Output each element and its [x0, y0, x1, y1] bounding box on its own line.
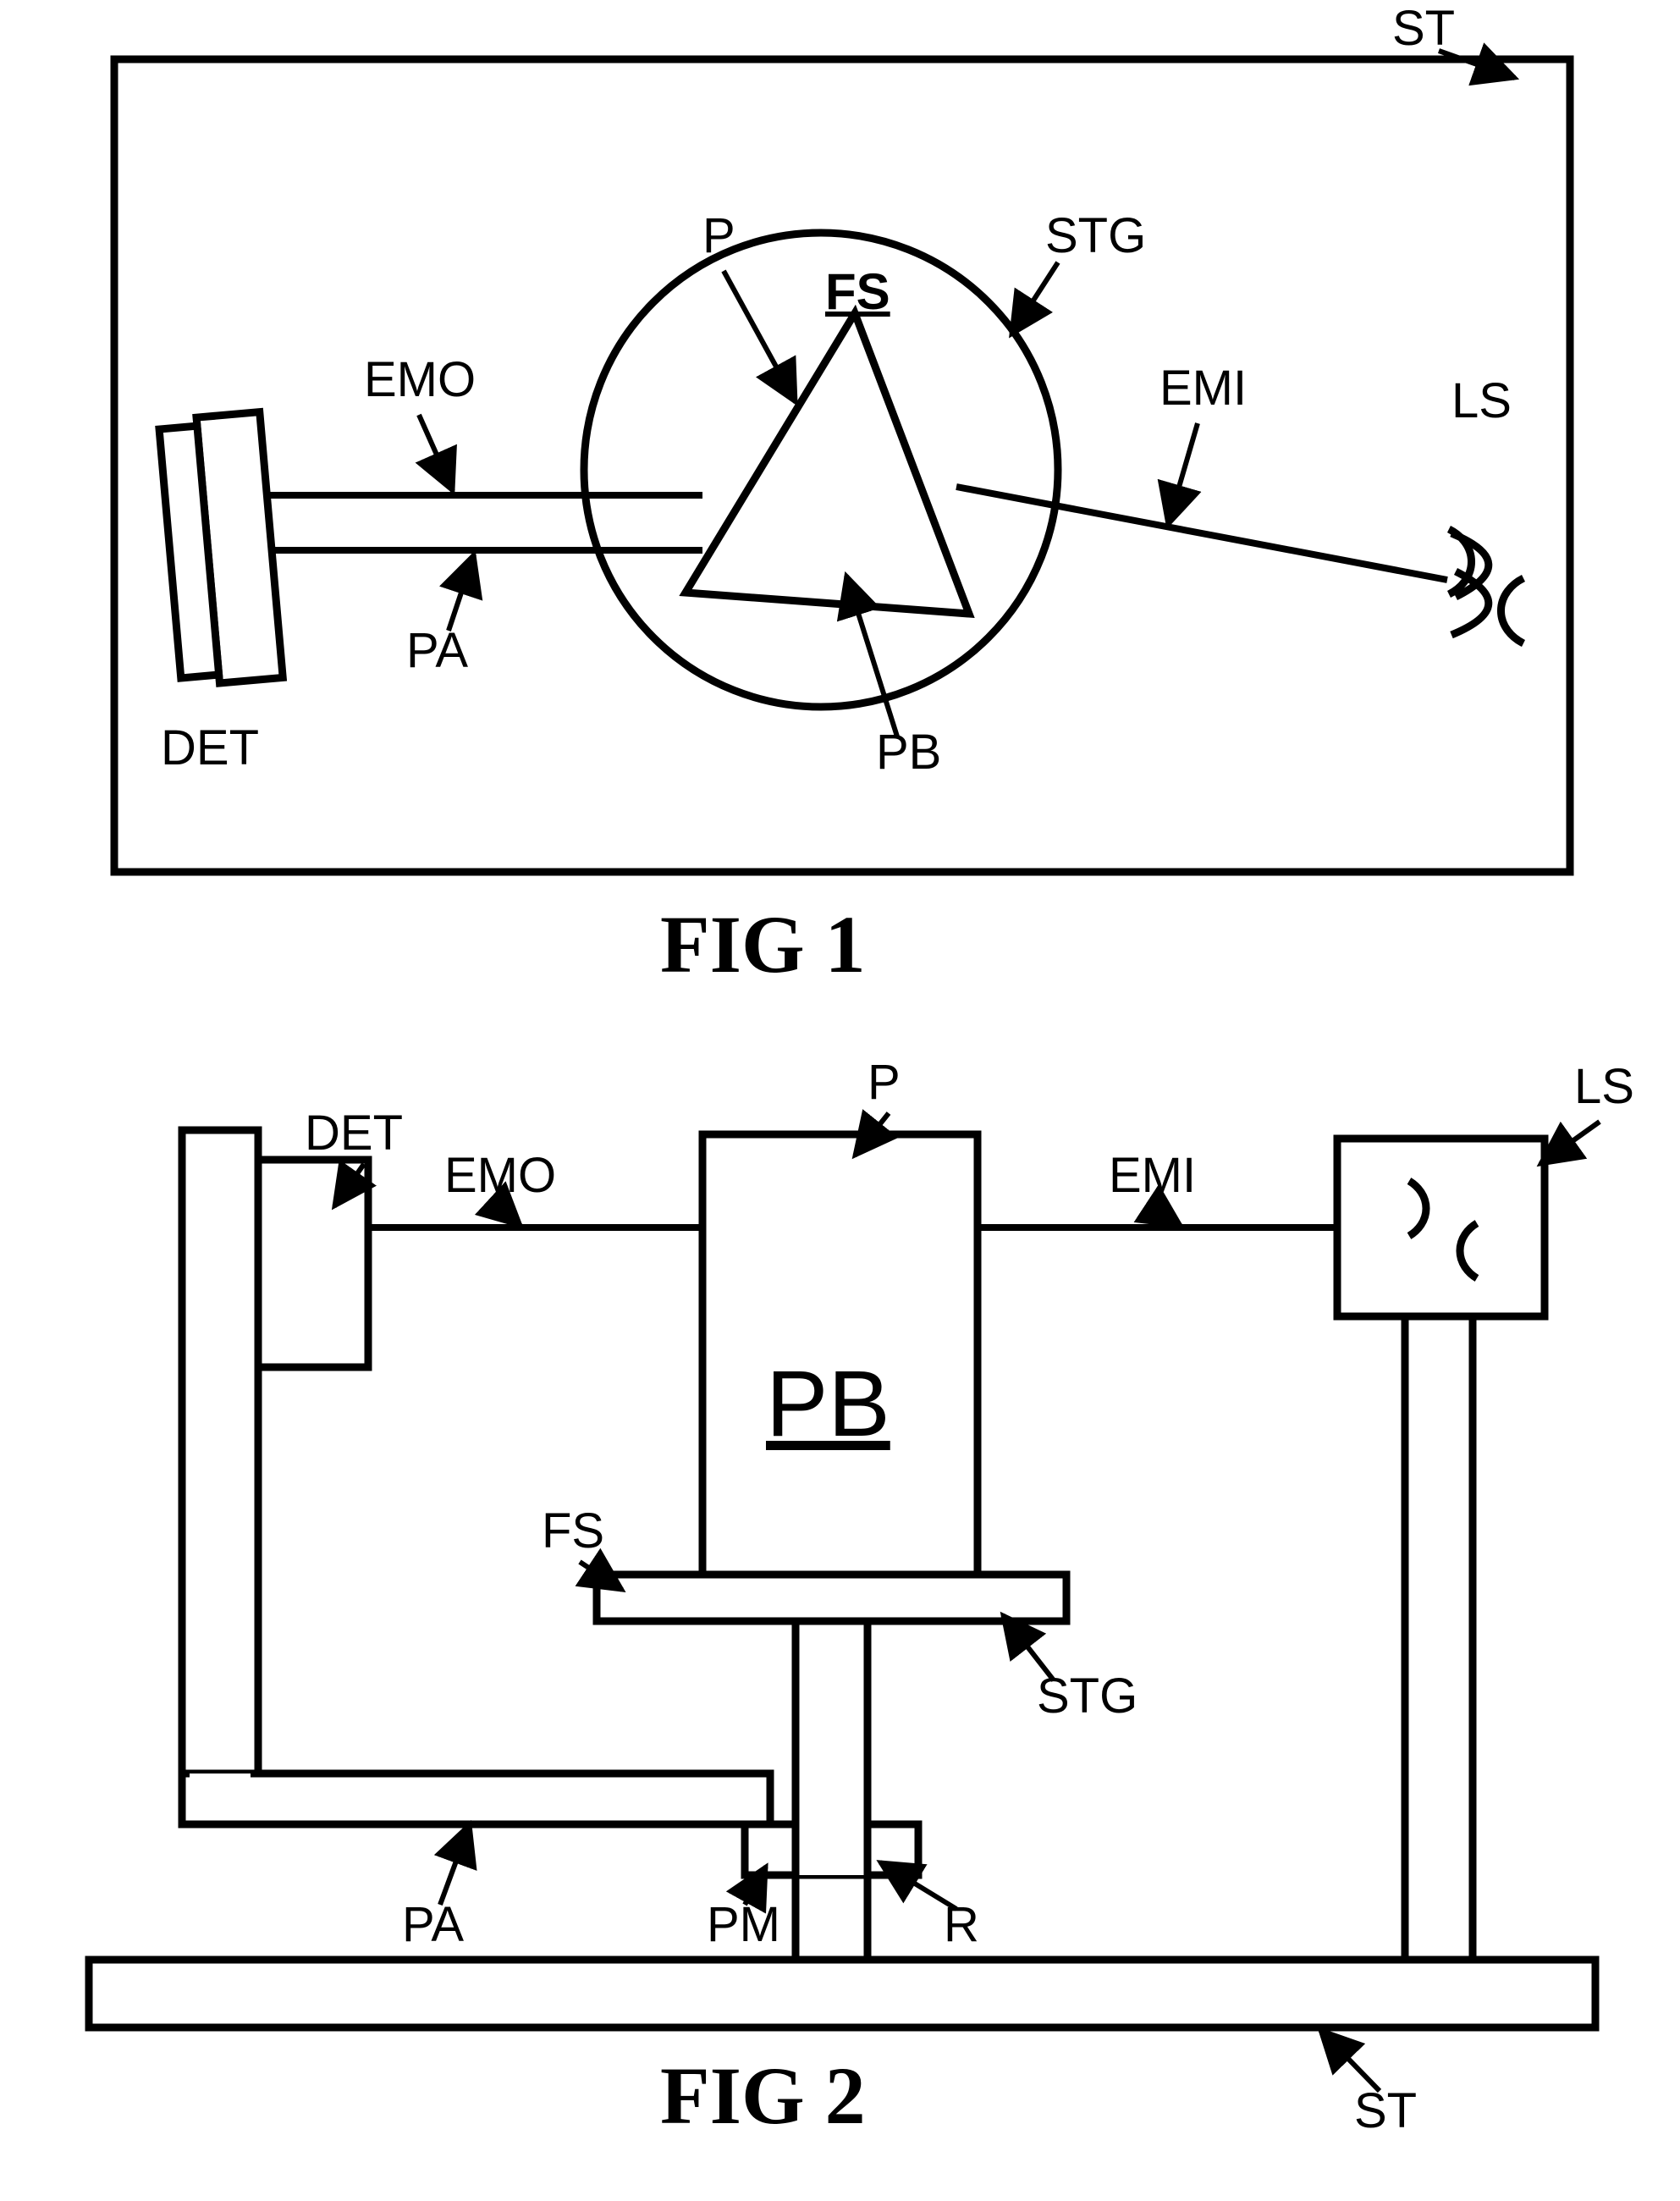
fig2-leader-emi [1151, 1206, 1181, 1226]
fig2-leader-ls [1540, 1122, 1600, 1164]
fig1-stage-circle [584, 233, 1058, 707]
fig2-label-ls: LS [1574, 1058, 1634, 1115]
fig1-leader-emo [419, 415, 453, 491]
fig2-label-emi: EMI [1109, 1147, 1196, 1204]
fig1-label-det: DET [161, 720, 259, 776]
fig1-label-emi: EMI [1159, 360, 1247, 416]
fig2-title: FIG 2 [660, 2049, 866, 2143]
fig1-detector [158, 412, 283, 687]
fig2-detarm-horiz [182, 1773, 770, 1824]
fig2-det-box [258, 1160, 368, 1367]
fig2-base [89, 1960, 1595, 2027]
fig1-leader-pb [846, 576, 897, 736]
fig1-leader-p [724, 271, 796, 402]
fig2-ls-post [1405, 1316, 1473, 1960]
fig1-svg [0, 0, 1680, 1016]
fig1-ls-glyph [1449, 529, 1523, 643]
fig2-label-pb: PB [766, 1350, 890, 1458]
fig1-label-fs: FS [825, 262, 890, 321]
fig2-detarm-vert [182, 1130, 258, 1824]
fig1-leader-pa [449, 554, 474, 631]
fig1-label-ls: LS [1451, 372, 1512, 429]
fig2-label-r: R [944, 1896, 979, 1953]
fig1-title: FIG 1 [660, 897, 866, 991]
fig2-label-det: DET [305, 1105, 403, 1161]
fig1-label-pb: PB [876, 724, 941, 781]
fig1-label-p: P [702, 207, 735, 264]
fig2-label-fs: FS [542, 1503, 604, 1559]
fig1-label-pa: PA [406, 622, 468, 679]
fig2-label-st: ST [1354, 2082, 1417, 2139]
fig2-label-p: P [868, 1054, 901, 1111]
fig2-label-emo: EMO [444, 1147, 556, 1204]
fig2-leader-emo [499, 1206, 521, 1226]
fig1-leader-stg [1011, 262, 1058, 334]
fig2-label-pm: PM [707, 1896, 780, 1953]
fig1-leader-emi [1168, 423, 1198, 525]
fig1-label-emo: EMO [364, 351, 476, 408]
fig2-label-stg: STG [1037, 1668, 1137, 1724]
fig1-label-stg: STG [1045, 207, 1146, 264]
fig1-prism [686, 313, 969, 614]
fig2-label-pa: PA [402, 1896, 464, 1953]
fig2-ls-box [1337, 1139, 1545, 1316]
fig2-fs-plate [597, 1575, 1066, 1621]
fig1-emi-line [956, 487, 1447, 580]
fig1-frame [114, 59, 1570, 872]
fig2-svg [0, 1016, 1680, 2201]
fig1-label-st: ST [1392, 0, 1455, 57]
fig2-leader-pa [440, 1824, 470, 1905]
